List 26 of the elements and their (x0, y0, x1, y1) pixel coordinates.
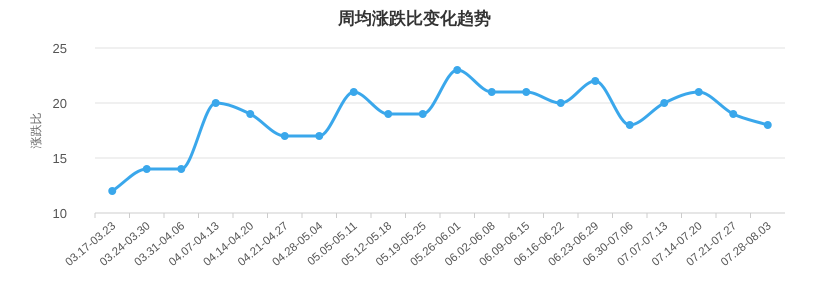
point (591, 77, 600, 85)
point (626, 121, 634, 129)
point (246, 110, 254, 118)
point (418, 110, 427, 118)
y-tick-label: 25 (52, 41, 67, 56)
point (108, 187, 116, 195)
chart-title: 周均涨跌比变化趋势 (337, 9, 491, 28)
point (694, 88, 703, 96)
point (177, 165, 186, 173)
point (315, 132, 324, 140)
point (488, 88, 496, 96)
y-tick-label: 15 (52, 151, 67, 166)
point (729, 110, 738, 118)
point (453, 66, 462, 74)
y-tick-label: 10 (52, 206, 67, 221)
point (280, 132, 289, 140)
y-tick-label: 20 (52, 96, 67, 111)
point (212, 99, 220, 107)
point (556, 99, 565, 107)
point (142, 165, 151, 173)
point (660, 99, 668, 107)
point (522, 88, 530, 96)
point (764, 121, 772, 129)
point (350, 88, 358, 96)
y-axis-title: 涨跌比 (29, 112, 43, 148)
point (384, 110, 392, 118)
